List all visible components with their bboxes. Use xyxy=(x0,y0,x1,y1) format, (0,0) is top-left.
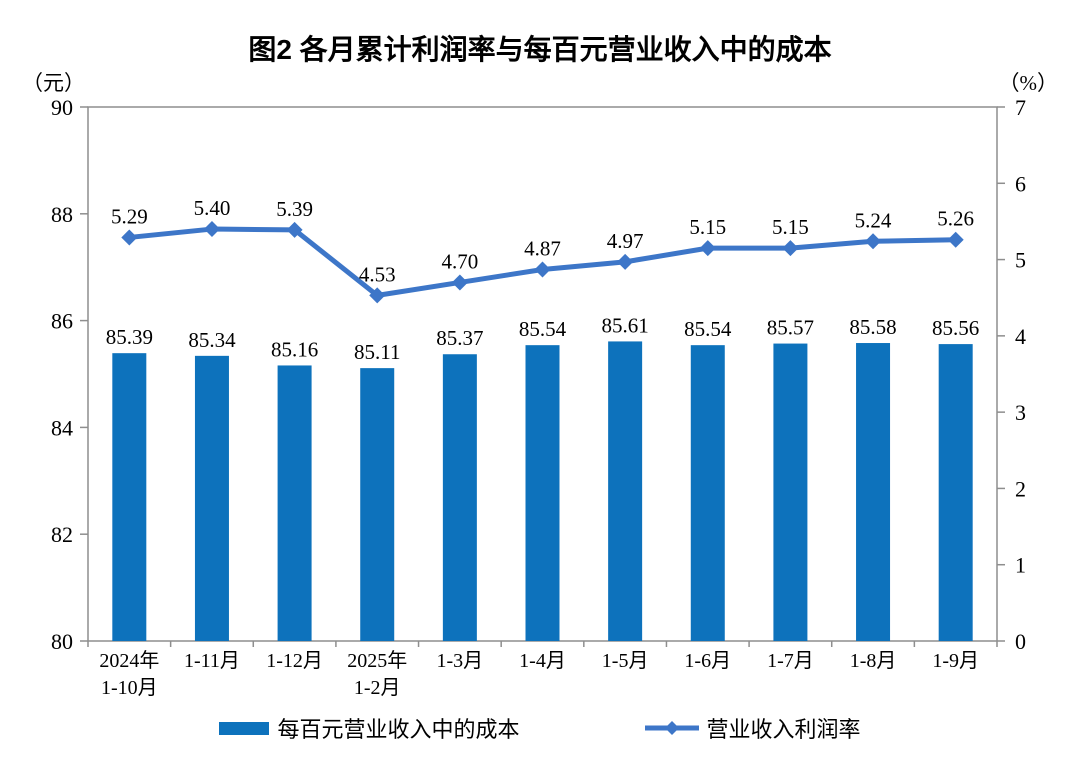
bar-value-label: 85.16 xyxy=(271,337,318,361)
line-value-label: 5.24 xyxy=(855,208,892,232)
right-axis-tick-label: 4 xyxy=(1015,324,1026,349)
chart-plot: 80 82 84 86 88 90 0 1 2 3 4 5 6 7 85.39 85.34 85.16 85.11… xyxy=(51,95,1026,699)
line-value-label: 4.70 xyxy=(441,249,478,273)
x-axis-label: 1-11月 xyxy=(184,650,240,672)
bar-value-label: 85.37 xyxy=(436,326,483,350)
left-axis-tick-label: 90 xyxy=(51,95,73,120)
bar xyxy=(773,343,808,641)
legend-bars-label: 每百元营业收入中的成本 xyxy=(277,717,520,742)
line-value-label: 5.29 xyxy=(111,204,148,228)
bar xyxy=(938,344,973,641)
left-axis-tick-label: 84 xyxy=(51,415,73,440)
line-value-label: 5.26 xyxy=(937,207,974,231)
x-axis-label: 1-12月 xyxy=(266,650,323,672)
line-value-label: 5.15 xyxy=(772,215,809,239)
left-axis-tick-label: 88 xyxy=(51,202,73,227)
bar-value-label: 85.39 xyxy=(106,325,153,349)
x-axis-label: 1-6月 xyxy=(684,650,731,672)
right-axis-tick-label: 1 xyxy=(1015,553,1026,578)
bar-value-label: 85.58 xyxy=(849,315,896,339)
x-axis-label: 1-8月 xyxy=(850,650,897,672)
right-axis-tick-label: 0 xyxy=(1015,629,1026,654)
line-marker-icon xyxy=(947,231,964,248)
bar-value-label: 85.57 xyxy=(767,316,814,340)
bar xyxy=(856,343,891,641)
line-swatch-icon xyxy=(644,721,699,735)
line-marker-icon xyxy=(782,240,799,257)
line-marker-icon xyxy=(286,221,303,238)
line-marker-icon xyxy=(865,233,882,250)
legend-item-line: 营业收入利润率 xyxy=(644,712,861,744)
right-axis-tick-label: 3 xyxy=(1015,400,1026,425)
left-axis-unit: （元） xyxy=(22,71,85,95)
line-marker-icon xyxy=(451,274,468,291)
line-value-label: 4.53 xyxy=(359,262,396,286)
left-axis-tick-label: 86 xyxy=(51,309,73,334)
bar xyxy=(525,345,560,641)
bar-value-label: 85.61 xyxy=(602,313,649,337)
x-axis-label: 2024年 xyxy=(99,649,159,672)
bar xyxy=(112,353,147,641)
legend-line-label: 营业收入利润率 xyxy=(706,717,861,742)
bar xyxy=(360,368,395,641)
line-value-label: 5.15 xyxy=(689,215,726,239)
bar xyxy=(194,355,229,641)
legend: 每百元营业收入中的成本 营业收入利润率 xyxy=(0,712,1080,744)
x-axis-label: 1-2月 xyxy=(354,677,401,699)
line-marker-icon xyxy=(121,229,138,246)
line-marker-icon xyxy=(369,287,386,304)
x-axis-label: 1-4月 xyxy=(519,650,566,672)
line-value-label: 4.97 xyxy=(607,229,644,253)
bar xyxy=(442,354,477,641)
bar xyxy=(608,341,643,641)
bar-value-label: 85.54 xyxy=(684,317,732,341)
left-axis-tick-label: 82 xyxy=(51,522,73,547)
bar-value-label: 85.11 xyxy=(354,340,400,364)
right-axis-tick-label: 2 xyxy=(1015,476,1026,501)
line-value-label: 5.39 xyxy=(276,197,313,221)
right-axis-tick-label: 5 xyxy=(1015,248,1026,273)
x-axis-label: 1-3月 xyxy=(437,650,484,672)
line-marker-icon xyxy=(617,253,634,270)
x-axis-label: 1-7月 xyxy=(767,650,814,672)
x-axis-label: 1-10月 xyxy=(101,677,158,699)
bar-value-label: 85.54 xyxy=(519,317,567,341)
bar-swatch-icon xyxy=(219,721,270,735)
bar-value-label: 85.56 xyxy=(932,316,979,340)
bar xyxy=(277,365,312,641)
right-axis-tick-label: 6 xyxy=(1015,171,1026,196)
line-marker-icon xyxy=(534,261,551,278)
x-axis-label: 2025年 xyxy=(347,649,407,672)
chart-title: 图2 各月累计利润率与每百元营业收入中的成本 xyxy=(248,34,832,65)
line-value-label: 5.40 xyxy=(194,196,231,220)
left-axis-tick-label: 80 xyxy=(51,629,73,654)
legend-item-bars: 每百元营业收入中的成本 xyxy=(219,712,520,744)
x-axis-label: 1-5月 xyxy=(602,650,649,672)
right-axis-unit: （%） xyxy=(998,71,1059,95)
bar xyxy=(690,345,725,641)
line-marker-icon xyxy=(203,221,220,238)
right-axis-tick-label: 7 xyxy=(1015,95,1026,120)
line-value-label: 4.87 xyxy=(524,236,561,260)
x-axis-label: 1-9月 xyxy=(932,650,979,672)
line-marker-icon xyxy=(699,240,716,257)
bar-value-label: 85.34 xyxy=(188,328,236,352)
